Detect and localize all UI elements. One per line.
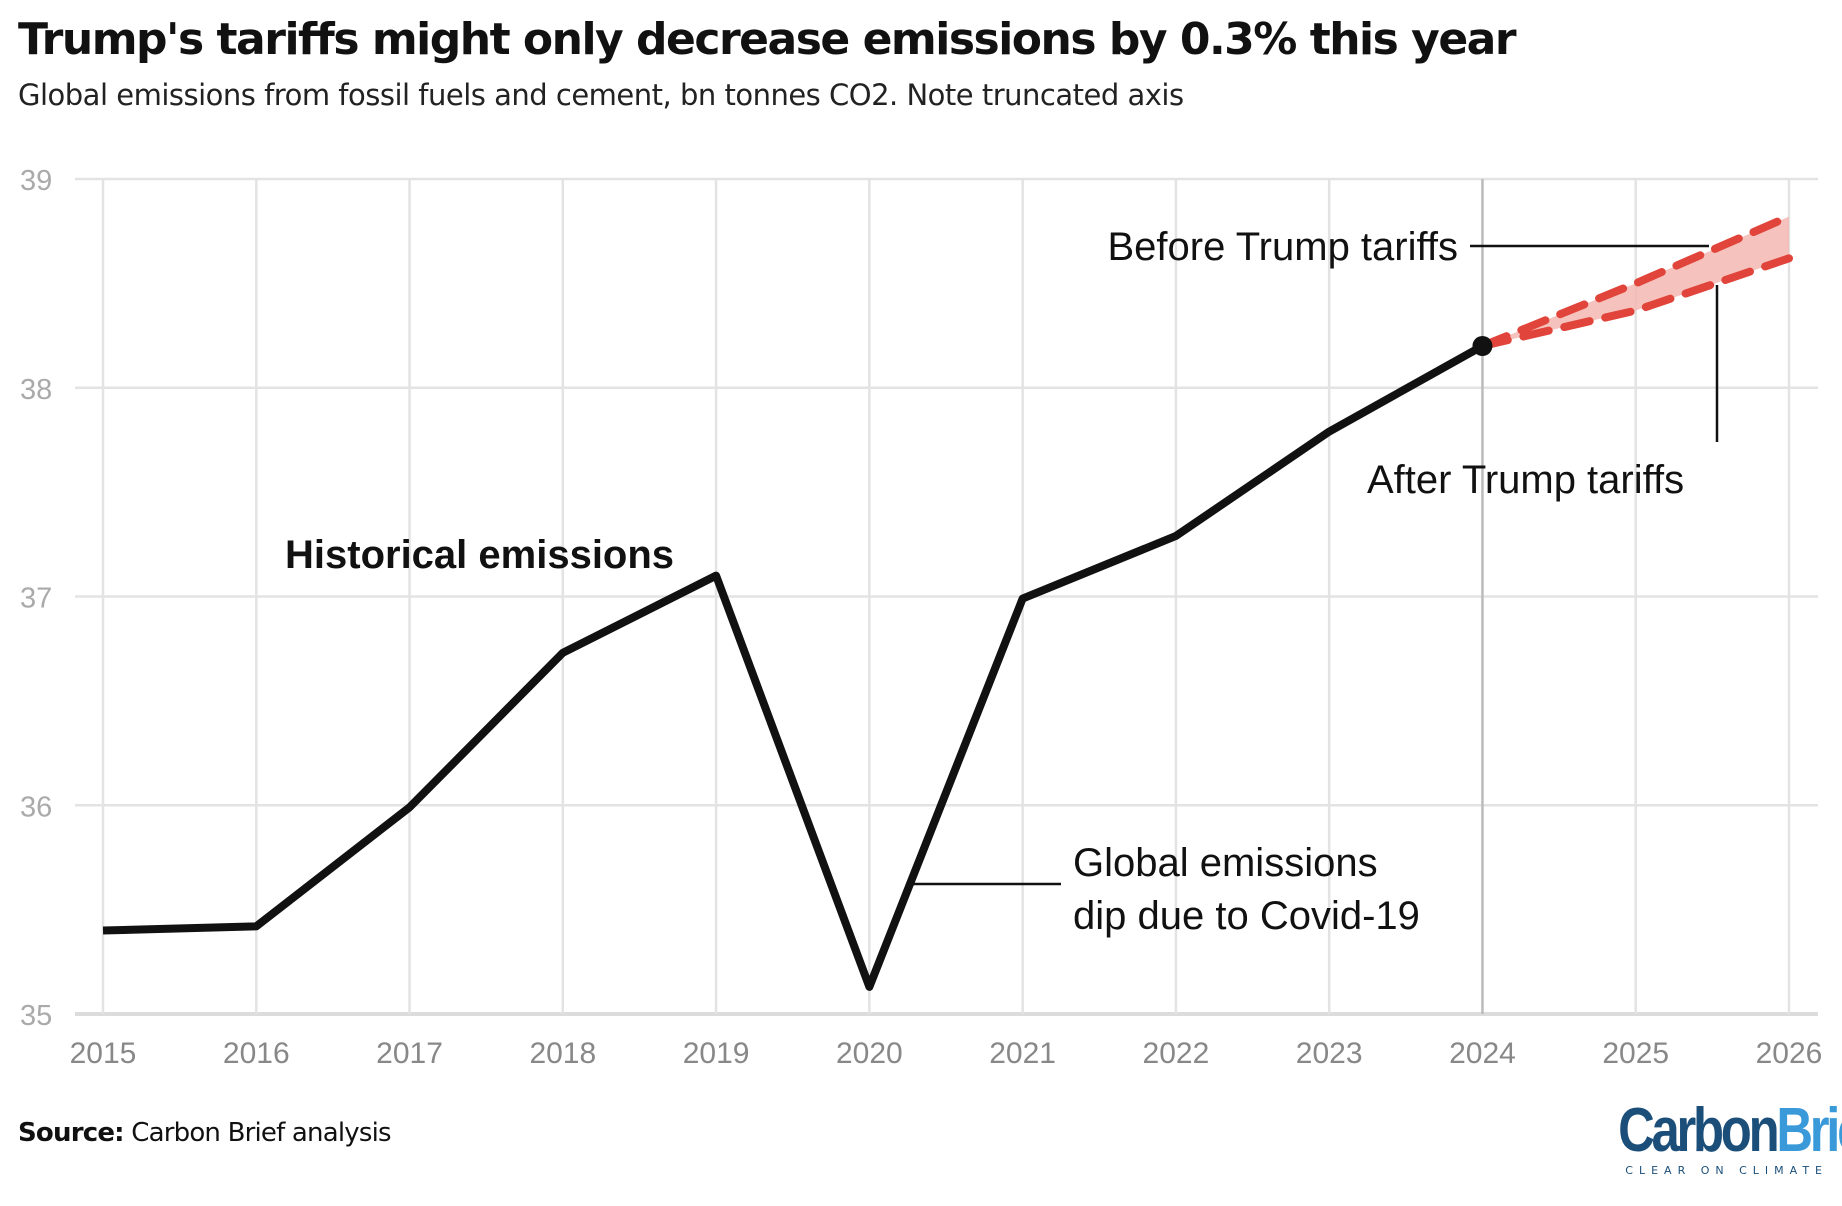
x-tick-label: 2021 (989, 1037, 1056, 1070)
source-note: Source: Carbon Brief analysis (18, 1118, 392, 1148)
chart-subtitle: Global emissions from fossil fuels and c… (18, 78, 1184, 112)
annotation-covid-line1: Global emissions (1073, 841, 1378, 885)
series-before-tariffs (1478, 212, 1793, 350)
annotations: Historical emissions Before Trump tariff… (285, 225, 1719, 938)
x-tick-label: 2025 (1602, 1037, 1669, 1070)
x-tick-label: 2024 (1449, 1037, 1516, 1070)
x-tick-label: 2020 (836, 1037, 903, 1070)
marks (102, 212, 1793, 991)
x-tick-label: 2023 (1296, 1037, 1363, 1070)
chart-title: Trump's tariffs might only decrease emis… (18, 14, 1517, 65)
grid: 35 36 37 38 39 2015 2016 2017 2018 2019 2020 2021 20… (20, 165, 1822, 1070)
x-tick-label: 2015 (70, 1037, 137, 1070)
annotation-before: Before Trump tariffs (1107, 225, 1458, 269)
x-tick-label: 2018 (529, 1037, 596, 1070)
series-historical (102, 342, 1485, 991)
y-tick-label: 36 (20, 791, 52, 823)
logo-tagline: CLEAR ON CLIMATE (1625, 1164, 1828, 1177)
annotation-historical: Historical emissions (285, 533, 674, 577)
x-tick-label: 2022 (1143, 1037, 1210, 1070)
x-tick-label: 2016 (223, 1037, 290, 1070)
y-tick-label: 39 (20, 165, 52, 197)
source-text: Carbon Brief analysis (131, 1118, 391, 1148)
y-tick-label: 37 (20, 583, 52, 615)
x-tick-label: 2019 (683, 1037, 750, 1070)
source-label: Source: (18, 1118, 125, 1148)
y-tick-label: 38 (20, 374, 52, 406)
annotation-covid-line2: dip due to Covid-19 (1073, 894, 1420, 938)
logo-part1: Carbon (1618, 1096, 1780, 1165)
logo-part2: Brief (1776, 1096, 1842, 1165)
x-tick-label: 2017 (376, 1037, 443, 1070)
data-point-historical (1472, 336, 1493, 356)
series-after-tariffs (1478, 254, 1793, 350)
y-tick-label: 35 (20, 1000, 52, 1032)
annotation-after: After Trump tariffs (1367, 458, 1684, 502)
x-tick-label: 2026 (1756, 1037, 1823, 1070)
